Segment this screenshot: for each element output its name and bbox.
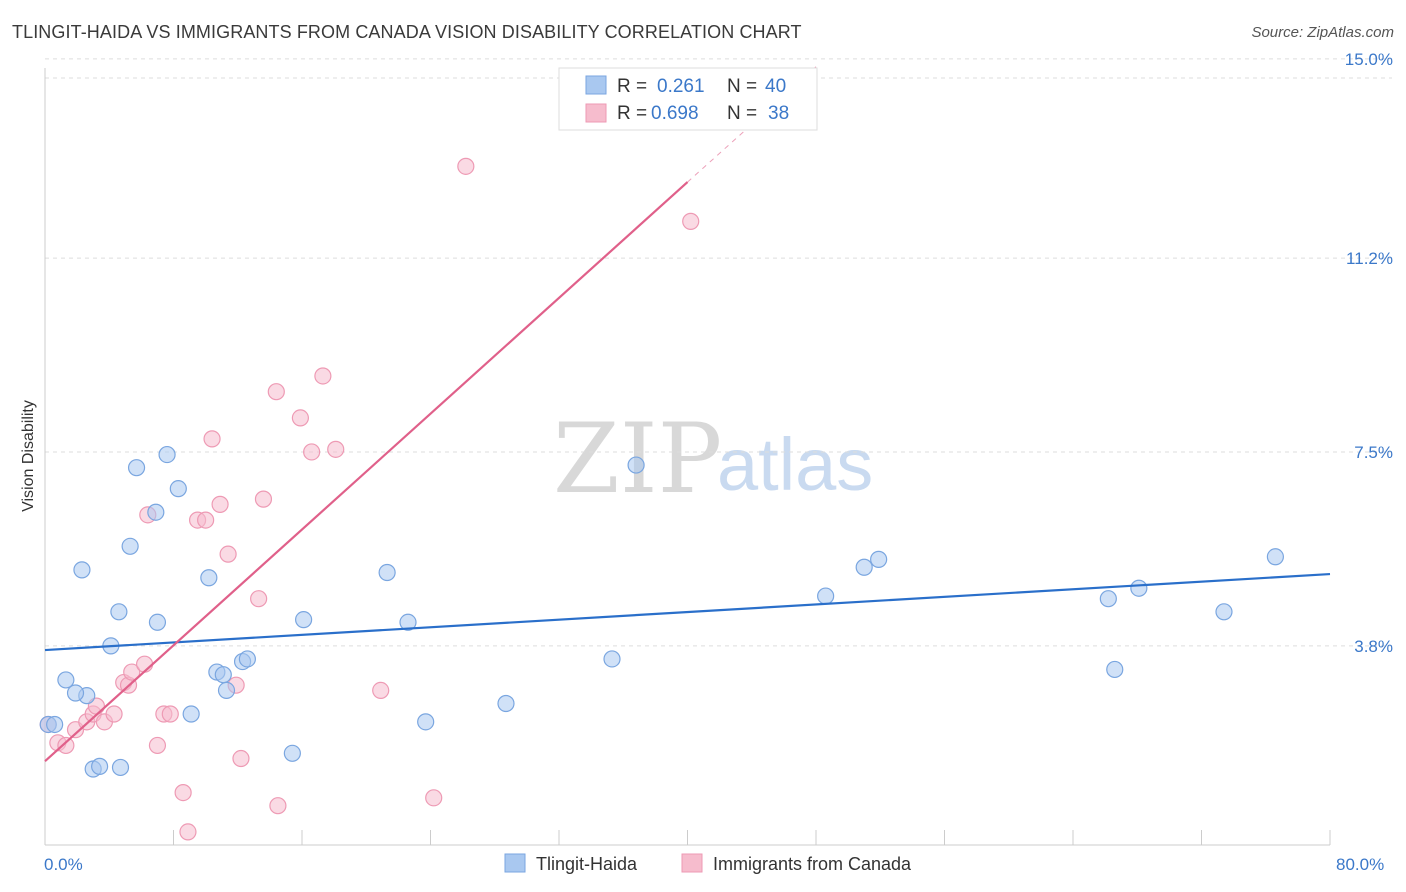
tlingit-haida-point-30 — [603, 650, 621, 668]
legend-r-value-2: 0.698 — [651, 103, 699, 124]
immigrants-from-canada-point-2 — [57, 736, 75, 755]
tlingit-haida-point-20 — [214, 666, 232, 684]
trend-line-tlingit-haida — [44, 572, 1331, 652]
legend-r-value-1: 0.261 — [657, 76, 705, 97]
tlingit-haida-point-29 — [497, 694, 515, 713]
immigrants-from-canada-point-17 — [174, 783, 192, 802]
immigrants-from-canada-point-34 — [372, 681, 390, 700]
immigrants-from-canada-point-27 — [254, 490, 273, 508]
tlingit-haida-point-21 — [217, 681, 236, 700]
legend-r-label-2: R = — [617, 103, 647, 124]
immigrants-from-canada-point-14 — [148, 736, 167, 755]
tlingit-haida-point-11 — [121, 537, 139, 555]
tlingit-haida-point-15 — [158, 445, 176, 464]
immigrants-from-canada-point-13 — [135, 655, 154, 673]
series-tlingit-haida-points — [39, 445, 1284, 778]
tlingit-haida-point-12 — [127, 459, 146, 477]
immigrants-from-canada-point-26 — [250, 590, 268, 608]
tlingit-haida-point-37 — [1130, 579, 1148, 597]
legend-swatch-tlingit-haida — [585, 75, 607, 95]
y-tick-label-3: 15.0% — [1345, 50, 1393, 69]
legend-n-value-2: 38 — [768, 103, 789, 124]
tlingit-haida-point-35 — [1106, 660, 1124, 679]
x-tick-label-min: 0.0% — [44, 855, 83, 874]
immigrants-from-canada-point-32 — [314, 367, 332, 385]
trend-line-immigrants-from-canada — [44, 181, 689, 762]
immigrants-from-canada-point-30 — [291, 409, 309, 427]
immigrants-from-canada-point-36 — [457, 157, 475, 175]
tlingit-haida-point-1 — [46, 715, 64, 734]
tlingit-haida-point-18 — [200, 569, 218, 587]
tlingit-haida-point-39 — [1266, 548, 1284, 566]
x-tick-label-max: 80.0% — [1336, 855, 1384, 874]
series-immigrants-from-canada-points — [39, 157, 700, 841]
immigrants-from-canada-point-21 — [203, 430, 221, 448]
tlingit-haida-point-13 — [147, 503, 165, 521]
chart-title: TLINGIT-HAIDA VS IMMIGRANTS FROM CANADA … — [12, 22, 802, 42]
immigrants-from-canada-point-11 — [123, 663, 141, 681]
x-tick-marks — [44, 830, 1331, 845]
y-tick-label-1: 7.5% — [1354, 443, 1393, 462]
y-axis-label: Vision Disability — [20, 400, 37, 512]
watermark-atlas: atlas — [717, 423, 873, 506]
tlingit-haida-point-9 — [110, 603, 128, 621]
immigrants-from-canada-point-18 — [179, 823, 197, 841]
immigrants-from-canada-point-37 — [682, 212, 700, 230]
tlingit-haida-point-16 — [169, 480, 187, 498]
series-legend: Tlingit-Haida Immigrants from Canada — [504, 853, 912, 874]
source-credit: Source: ZipAtlas.com — [1251, 24, 1394, 41]
tlingit-haida-point-31 — [627, 456, 645, 474]
tlingit-haida-point-10 — [111, 758, 130, 777]
bottom-legend-label-tlingit-haida: Tlingit-Haida — [536, 854, 638, 874]
immigrants-from-canada-point-28 — [267, 383, 285, 401]
immigrants-from-canada-point-31 — [303, 443, 321, 461]
legend-n-label-2: N = — [727, 103, 757, 124]
tlingit-haida-point-33 — [855, 558, 873, 576]
y-tick-label-2: 11.2% — [1346, 249, 1393, 268]
immigrants-from-canada-point-29 — [269, 797, 287, 815]
tlingit-haida-point-34 — [870, 550, 888, 568]
immigrants-from-canada-point-25 — [232, 749, 250, 768]
tlingit-haida-point-28 — [417, 713, 435, 731]
immigrants-from-canada-point-22 — [211, 495, 229, 513]
immigrants-from-canada-point-16 — [161, 705, 179, 723]
bottom-legend-label-immigrants-from-canada: Immigrants from Canada — [713, 854, 912, 874]
tlingit-haida-point-7 — [91, 757, 109, 775]
legend-n-label-1: N = — [727, 76, 757, 97]
legend-n-value-1: 40 — [765, 76, 786, 97]
immigrants-from-canada-point-23 — [219, 545, 237, 563]
tlingit-haida-point-5 — [66, 684, 85, 702]
gridlines — [45, 58, 1392, 647]
tlingit-haida-point-27 — [399, 613, 417, 631]
tlingit-haida-point-2 — [57, 671, 75, 689]
tlingit-haida-point-26 — [378, 563, 396, 582]
bottom-legend-swatch-immigrants-from-canada — [681, 853, 703, 873]
tlingit-haida-point-36 — [1099, 590, 1117, 608]
immigrants-from-canada-point-33 — [327, 440, 345, 458]
tlingit-haida-point-17 — [182, 705, 200, 723]
immigrants-from-canada-point-8 — [105, 705, 123, 723]
tlingit-haida-point-25 — [295, 611, 313, 629]
tlingit-haida-point-14 — [148, 613, 167, 631]
legend-swatch-immigrants-from-canada — [585, 103, 607, 123]
y-tick-label-0: 3.8% — [1354, 637, 1393, 656]
correlation-legend: R = 0.261 N = 40 R = 0.698 N = 38 — [558, 67, 818, 131]
y-tick-labels: 3.8% 7.5% 11.2% 15.0% — [1345, 50, 1393, 656]
tlingit-haida-point-32 — [817, 587, 835, 605]
tlingit-haida-point-24 — [283, 744, 301, 762]
immigrants-from-canada-point-20 — [197, 511, 215, 529]
tlingit-haida-point-3 — [73, 561, 91, 579]
tlingit-haida-point-38 — [1215, 603, 1233, 621]
immigrants-from-canada-point-35 — [425, 789, 443, 807]
bottom-legend-swatch-tlingit-haida — [504, 853, 526, 873]
legend-r-label-1: R = — [617, 76, 647, 97]
tlingit-haida-point-23 — [238, 650, 256, 668]
